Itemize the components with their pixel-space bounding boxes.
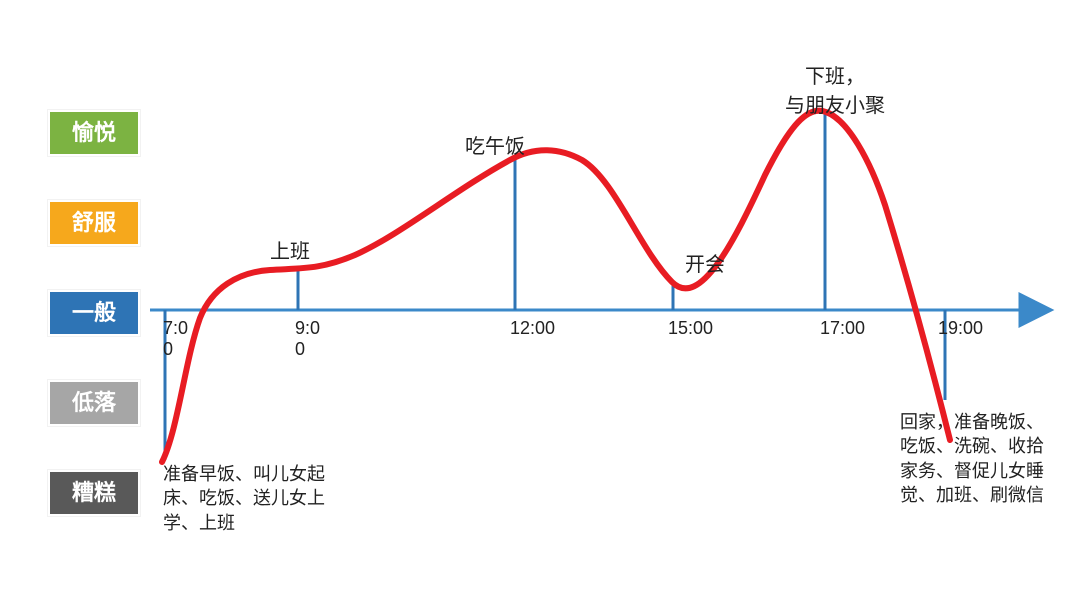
time-label-1500: 15:00: [668, 318, 728, 339]
event-lunch: 吃午饭: [465, 130, 525, 159]
time-label-1200: 12:00: [510, 318, 570, 339]
mood-journey-chart: 愉悦 舒服 一般 低落 糟糕 7:00 9:00 12:00 15:00 17:…: [0, 0, 1066, 608]
time-label-0700: 7:00: [163, 318, 197, 359]
event-evening-desc: 回家，准备晚饭、吃饭、洗碗、收拾家务、督促儿女睡觉、加班、刷微信: [900, 410, 1060, 507]
event-morning-desc: 准备早饭、叫儿女起床、吃饭、送儿女上学、上班: [163, 462, 333, 535]
chart-svg: [0, 0, 1066, 608]
event-meeting: 开会: [685, 248, 725, 277]
time-label-0900: 9:00: [295, 318, 329, 359]
event-offwork: 下班， 与朋友小聚: [765, 60, 905, 118]
time-label-1700: 17:00: [820, 318, 880, 339]
time-label-1900: 19:00: [938, 318, 998, 339]
event-work: 上班: [270, 235, 310, 264]
